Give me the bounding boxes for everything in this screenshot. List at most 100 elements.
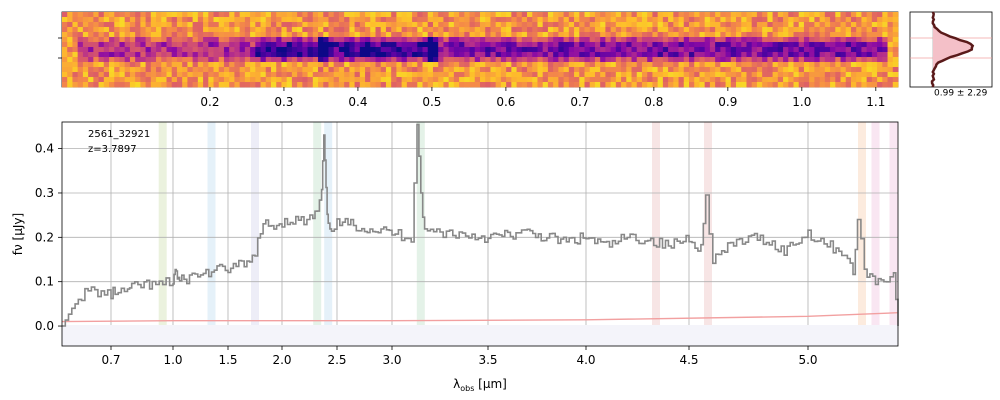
heatmap-cell bbox=[861, 22, 868, 28]
heatmap-cell bbox=[516, 42, 523, 48]
heatmap-cell bbox=[762, 32, 768, 38]
heatmap-cell bbox=[511, 22, 517, 28]
heatmap-cell bbox=[344, 12, 350, 18]
heatmap-cell bbox=[203, 22, 209, 28]
heatmap-cell bbox=[636, 37, 643, 43]
heatmap-cell bbox=[338, 52, 345, 58]
heatmap-cell bbox=[819, 47, 826, 53]
heatmap-cell bbox=[882, 27, 888, 33]
heatmap-cell bbox=[234, 82, 241, 88]
heatmap-cell bbox=[720, 22, 726, 28]
heatmap-cell bbox=[438, 82, 444, 88]
heatmap-cell bbox=[187, 52, 194, 58]
heatmap-cell bbox=[694, 72, 700, 78]
heatmap-cell bbox=[793, 77, 800, 83]
heatmap-cell bbox=[250, 32, 256, 38]
heatmap-cell bbox=[129, 62, 136, 68]
heatmap-cell bbox=[673, 82, 679, 88]
heatmap-cell bbox=[318, 32, 324, 38]
heatmap-cell bbox=[610, 47, 617, 53]
heatmap-cell bbox=[161, 12, 167, 18]
heatmap-cell bbox=[615, 62, 622, 68]
heatmap-cell bbox=[427, 77, 434, 83]
heatmap-cell bbox=[809, 67, 815, 73]
heatmap-cell bbox=[631, 27, 638, 33]
heatmap-cell bbox=[631, 12, 638, 18]
heatmap-cell bbox=[166, 27, 173, 33]
emission-band bbox=[251, 122, 259, 346]
heatmap-cell bbox=[88, 12, 94, 18]
heatmap-cell bbox=[861, 37, 868, 43]
heatmap-cell bbox=[114, 22, 120, 28]
heatmap-cell bbox=[385, 67, 392, 73]
heatmap-cell bbox=[819, 62, 826, 68]
heatmap-cell bbox=[521, 32, 528, 38]
heatmap-cell bbox=[197, 42, 204, 48]
heatmap-cell bbox=[385, 37, 392, 43]
heatmap-cell bbox=[835, 17, 841, 23]
heatmap-cell bbox=[312, 27, 319, 33]
heatmap-cell bbox=[683, 37, 690, 43]
heatmap-cell bbox=[845, 12, 852, 18]
heatmap-cell bbox=[82, 52, 89, 58]
heatmap-cell bbox=[788, 57, 794, 63]
heatmap-cell bbox=[354, 32, 361, 38]
heatmap-cell bbox=[689, 22, 695, 28]
heatmap-cell bbox=[297, 17, 303, 23]
heatmap-cell bbox=[730, 52, 737, 58]
heatmap-cell bbox=[88, 57, 94, 63]
heatmap-cell bbox=[318, 22, 324, 28]
heatmap-cell bbox=[662, 47, 669, 53]
heatmap-cell bbox=[610, 62, 617, 68]
heatmap-cell bbox=[323, 22, 329, 28]
heatmap-cell bbox=[119, 42, 126, 48]
heatmap-cell bbox=[98, 62, 105, 68]
heatmap-cell bbox=[244, 37, 251, 43]
heatmap-cell bbox=[584, 82, 591, 88]
heatmap-cell bbox=[401, 62, 408, 68]
heatmap-cell bbox=[302, 82, 308, 88]
heatmap-cell bbox=[459, 82, 465, 88]
heatmap-cell bbox=[453, 62, 460, 68]
heatmap-cell bbox=[683, 17, 690, 23]
heatmap-cell bbox=[542, 47, 549, 53]
heatmap-cell bbox=[161, 57, 167, 63]
heatmap-cell bbox=[380, 47, 387, 53]
heatmap-cell bbox=[474, 82, 481, 88]
heatmap-cell bbox=[375, 22, 382, 28]
heatmap-cell bbox=[239, 27, 246, 33]
heatmap-cell bbox=[349, 82, 356, 88]
heatmap-cell bbox=[887, 22, 894, 28]
heatmap-cell bbox=[647, 47, 653, 53]
heatmap-cell bbox=[93, 42, 99, 48]
heatmap-cell bbox=[129, 52, 136, 58]
heatmap-cell bbox=[281, 67, 288, 73]
heatmap-cell bbox=[662, 32, 669, 38]
heatmap-cell bbox=[673, 52, 679, 58]
heatmap-cell bbox=[558, 62, 565, 68]
heatmap-cell bbox=[709, 42, 716, 48]
heatmap-cell bbox=[657, 22, 664, 28]
heatmap-cell bbox=[720, 52, 726, 58]
heatmap-cell bbox=[192, 52, 199, 58]
heatmap-cell bbox=[866, 77, 873, 83]
heatmap-cell bbox=[736, 72, 742, 78]
heatmap-cell bbox=[271, 82, 277, 88]
heatmap-cell bbox=[223, 67, 230, 73]
heatmap-cell bbox=[359, 17, 366, 23]
heatmap-cell bbox=[725, 32, 732, 38]
heatmap-cell bbox=[250, 27, 256, 33]
heatmap-cell bbox=[568, 62, 575, 68]
heatmap-cell bbox=[621, 22, 627, 28]
heatmap-cell bbox=[370, 62, 376, 68]
heatmap-cell bbox=[866, 62, 873, 68]
heatmap-cell bbox=[443, 37, 450, 43]
heatmap-cell bbox=[751, 37, 758, 43]
heatmap-cell bbox=[641, 67, 648, 73]
heatmap-cell bbox=[882, 32, 888, 38]
heatmap-cell bbox=[615, 57, 622, 63]
heatmap-cell bbox=[793, 57, 800, 63]
heatmap-cell bbox=[574, 27, 580, 33]
main-y-ticks: 0.00.10.20.30.4 bbox=[35, 142, 62, 333]
heatmap-cell bbox=[579, 12, 585, 18]
